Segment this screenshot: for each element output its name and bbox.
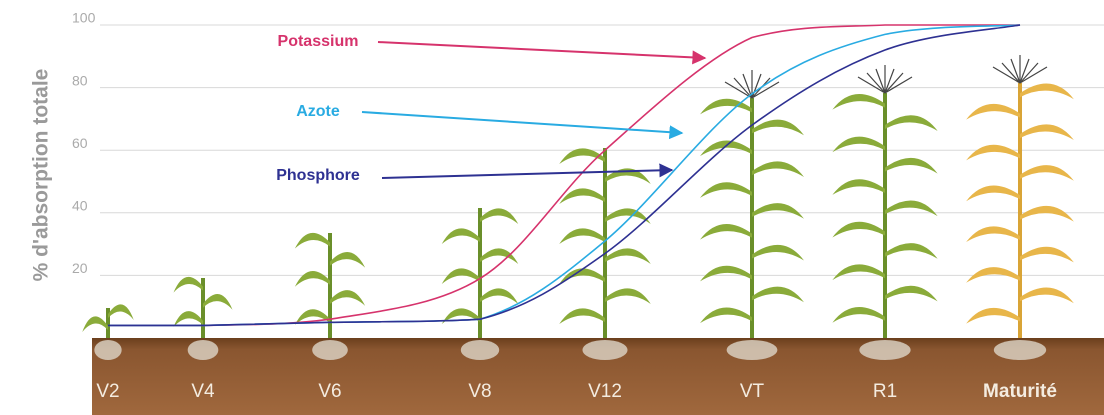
roots	[188, 340, 219, 360]
y-tick-label: 60	[72, 135, 88, 151]
leaf	[832, 264, 885, 280]
tassel	[752, 74, 761, 98]
leaf	[559, 228, 605, 244]
leaf	[885, 286, 938, 302]
leaf	[295, 233, 330, 249]
stage-label: R1	[873, 381, 897, 402]
stage-label: V4	[191, 381, 215, 402]
leaf	[700, 99, 752, 115]
tassel	[1020, 59, 1029, 83]
tassel	[867, 73, 885, 93]
leaf	[1020, 124, 1074, 140]
leaf	[832, 307, 885, 323]
tassel	[725, 82, 752, 98]
y-tick-label: 20	[72, 260, 88, 276]
tassel	[876, 69, 885, 93]
leaf	[966, 104, 1020, 120]
series-label: Phosphore	[276, 167, 360, 184]
tassel	[1020, 67, 1047, 83]
leaf	[966, 186, 1020, 202]
roots	[727, 340, 778, 360]
stage-label: V2	[96, 381, 119, 402]
series-label: Azote	[296, 103, 340, 120]
y-tick-label: 40	[72, 198, 88, 214]
leaf	[559, 308, 605, 324]
roots	[582, 340, 627, 360]
leaf	[330, 290, 365, 306]
tassel	[1002, 63, 1020, 83]
leaf	[752, 203, 804, 219]
leaf	[108, 304, 134, 320]
leaf	[752, 245, 804, 261]
leaf	[1020, 206, 1074, 222]
leaf	[480, 288, 518, 304]
leaf	[700, 266, 752, 282]
leaf	[700, 140, 752, 156]
leaf	[480, 248, 518, 264]
tassel	[993, 67, 1020, 83]
leaf	[605, 248, 651, 264]
series-label: Potassium	[278, 33, 359, 50]
leaf	[885, 243, 938, 259]
leaf	[174, 277, 204, 293]
roots	[994, 340, 1046, 360]
tassel	[1011, 59, 1020, 83]
leaf	[832, 94, 885, 110]
leaf	[700, 224, 752, 240]
leaf	[752, 120, 804, 136]
tassel	[885, 73, 903, 93]
leaf	[885, 200, 938, 216]
grid: 20 40 60 80 100	[72, 10, 1104, 276]
leaf	[174, 311, 204, 327]
leaf	[885, 115, 938, 131]
stage-label: Maturité	[983, 381, 1057, 402]
leaf	[1020, 288, 1074, 304]
tassel	[858, 77, 885, 93]
stage-label: V12	[588, 381, 622, 402]
leaf	[605, 288, 651, 304]
roots	[461, 340, 499, 360]
leaf	[82, 316, 108, 332]
stage-label: V6	[318, 381, 341, 402]
leaf	[330, 252, 365, 268]
leaf	[203, 294, 233, 310]
annotations: Potassium Azote Phosphore	[276, 33, 705, 184]
leaf	[1020, 165, 1074, 181]
tassel	[1020, 63, 1038, 83]
stage-label: VT	[740, 381, 765, 402]
y-tick-label: 100	[72, 10, 96, 26]
tassel	[885, 69, 894, 93]
roots	[312, 340, 348, 360]
leaf	[700, 307, 752, 323]
leaf	[832, 179, 885, 195]
stage-label: V8	[468, 381, 491, 402]
chart: % d'absorption totale 20 40 60 80 100 V2 V4 V6…	[0, 0, 1104, 415]
leaf	[752, 161, 804, 177]
y-axis-label: % d'absorption totale	[30, 69, 53, 282]
leaf	[832, 222, 885, 238]
leaf	[966, 226, 1020, 242]
leaf	[885, 158, 938, 174]
leaf	[442, 228, 480, 244]
tassel	[885, 77, 912, 93]
leaf	[442, 308, 480, 324]
y-tick-label: 80	[72, 72, 88, 88]
arrow	[362, 112, 682, 133]
leaf	[752, 287, 804, 303]
leaf	[295, 271, 330, 287]
roots	[859, 340, 910, 360]
leaf	[559, 268, 605, 284]
leaf	[1020, 247, 1074, 263]
leaf	[700, 182, 752, 198]
leaf	[480, 208, 518, 224]
roots	[94, 340, 121, 360]
leaf	[966, 308, 1020, 324]
arrow	[378, 42, 705, 58]
leaf	[966, 145, 1020, 161]
leaf	[1020, 84, 1074, 100]
